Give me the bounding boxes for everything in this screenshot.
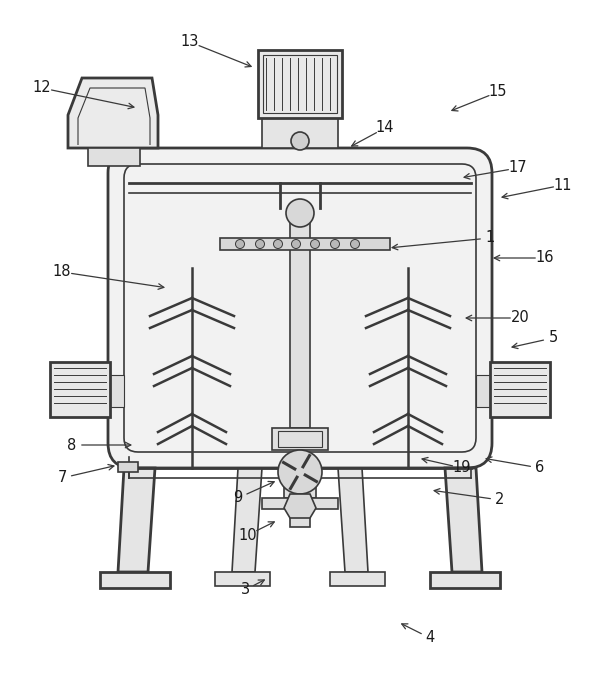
Text: 4: 4 <box>425 630 434 645</box>
Circle shape <box>311 240 320 248</box>
Text: 8: 8 <box>67 437 77 452</box>
Circle shape <box>278 450 322 494</box>
Bar <box>100 572 170 588</box>
Bar <box>476 375 490 407</box>
Bar <box>330 572 385 586</box>
Text: 12: 12 <box>32 80 52 95</box>
Polygon shape <box>232 468 262 572</box>
Text: 14: 14 <box>376 121 394 136</box>
Bar <box>50 362 110 417</box>
Polygon shape <box>338 468 368 572</box>
Polygon shape <box>284 494 316 518</box>
Text: 20: 20 <box>511 310 529 325</box>
Text: 15: 15 <box>489 84 507 99</box>
Polygon shape <box>68 78 158 148</box>
Bar <box>262 498 338 509</box>
Bar <box>220 238 390 250</box>
Text: 17: 17 <box>509 161 527 176</box>
Bar <box>290 509 310 527</box>
Circle shape <box>256 240 265 248</box>
Circle shape <box>292 240 301 248</box>
Circle shape <box>274 240 283 248</box>
Text: 18: 18 <box>53 265 71 279</box>
Text: 11: 11 <box>554 178 572 192</box>
Text: 2: 2 <box>496 493 505 508</box>
Circle shape <box>286 199 314 227</box>
Text: 3: 3 <box>241 583 250 597</box>
Text: 19: 19 <box>453 460 471 475</box>
Text: 1: 1 <box>485 230 494 246</box>
Circle shape <box>331 240 340 248</box>
Text: 6: 6 <box>535 460 545 475</box>
Circle shape <box>350 240 359 248</box>
Bar <box>262 118 338 148</box>
Text: 13: 13 <box>181 34 199 49</box>
Bar <box>272 428 328 450</box>
Text: 16: 16 <box>536 250 554 265</box>
Circle shape <box>235 240 245 248</box>
Bar <box>284 468 316 498</box>
Bar <box>88 148 140 166</box>
Bar <box>430 572 500 588</box>
Bar <box>278 431 322 447</box>
Text: 9: 9 <box>233 491 242 506</box>
Text: 5: 5 <box>548 331 557 346</box>
Bar <box>290 208 310 428</box>
Text: 10: 10 <box>239 527 257 543</box>
Polygon shape <box>445 468 482 572</box>
Bar <box>263 55 337 113</box>
Text: 7: 7 <box>58 470 67 485</box>
FancyBboxPatch shape <box>108 148 492 468</box>
Bar <box>110 375 124 407</box>
Bar <box>258 50 342 118</box>
Bar <box>118 462 138 472</box>
Bar <box>215 572 270 586</box>
Bar <box>490 362 550 417</box>
Polygon shape <box>118 468 155 572</box>
Circle shape <box>291 132 309 150</box>
